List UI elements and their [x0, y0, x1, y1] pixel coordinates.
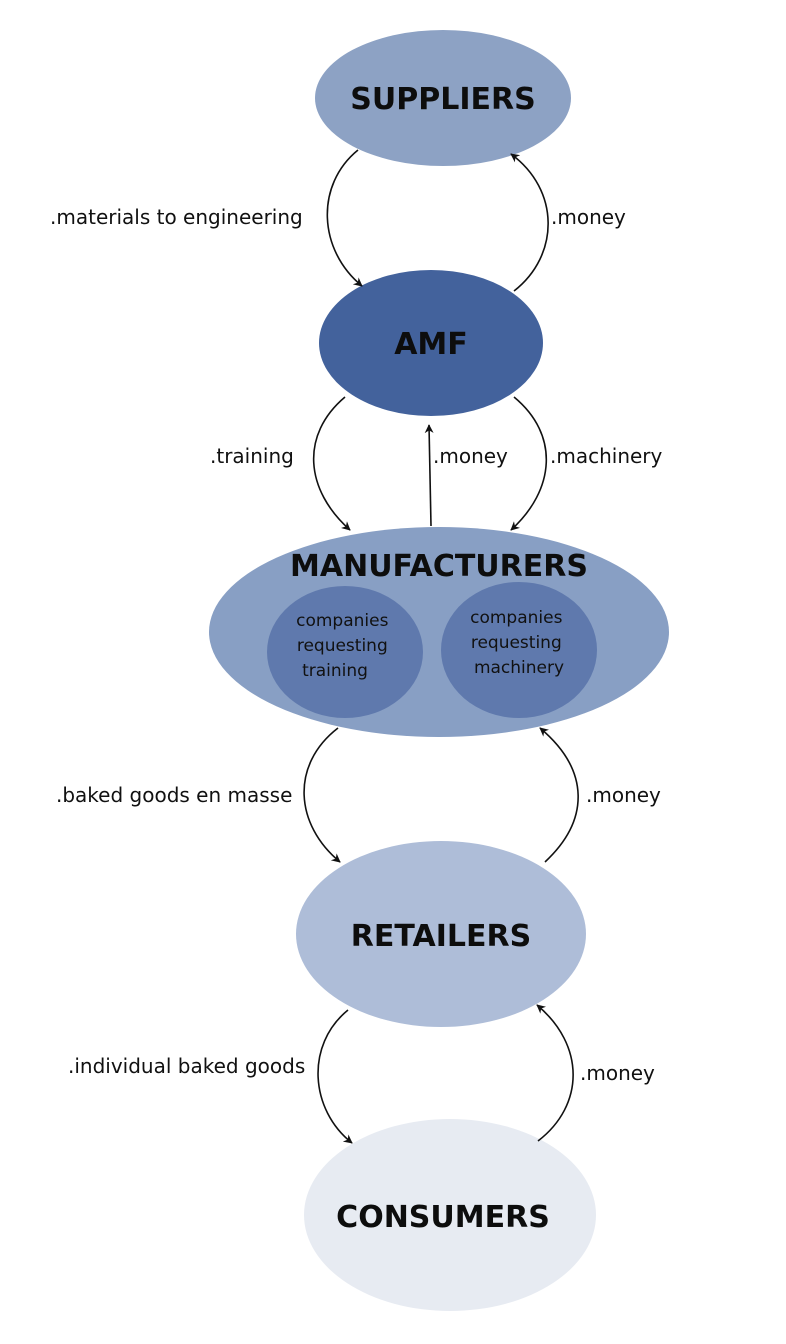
- edge-amf-to-manufacturers-machinery: [510, 396, 548, 531]
- submarket-training-line-3: training: [302, 661, 368, 681]
- edge-amf-to-suppliers: [510, 153, 549, 292]
- suppliers-node: [315, 30, 571, 166]
- submarket-machinery-label: companies requesting machinery: [470, 608, 568, 678]
- edge-manufacturers-to-retailers: [303, 727, 341, 863]
- consumers-label: CONSUMERS: [336, 1200, 550, 1235]
- submarket-training-line-2: requesting: [297, 636, 388, 656]
- edge-label-money-suppliers: .money: [551, 205, 626, 229]
- edge-manufacturers-to-amf: [424, 424, 434, 527]
- edge-amf-to-manufacturers-training: [312, 396, 351, 531]
- edge-label-money-manufacturers: .money: [586, 783, 661, 807]
- consumers-node: [304, 1119, 596, 1311]
- edge-label-machinery: .machinery: [550, 444, 663, 468]
- amf-node: [319, 270, 543, 416]
- submarket-machinery-line-2: requesting: [471, 633, 562, 653]
- edge-consumers-to-retailers: [536, 1004, 574, 1142]
- submarket-machinery-line-3: machinery: [474, 658, 564, 678]
- suppliers-label: SUPPLIERS: [350, 82, 535, 117]
- amf-label: AMF: [394, 327, 468, 362]
- retailers-label: RETAILERS: [351, 919, 531, 954]
- edge-retailers-to-consumers: [317, 1009, 353, 1144]
- manufacturers-label: MANUFACTURERS: [290, 549, 588, 584]
- edge-label-training: .training: [210, 444, 294, 468]
- submarket-machinery-line-1: companies: [470, 608, 562, 628]
- edge-label-money-amf: .money: [433, 444, 508, 468]
- edge-label-materials: .materials to engineering: [50, 205, 303, 229]
- edge-label-money-retailers: .money: [580, 1061, 655, 1085]
- submarket-training-line-1: companies: [296, 611, 388, 631]
- edge-label-individual-baked-goods: .individual baked goods: [68, 1054, 305, 1078]
- submarket-training-label: companies requesting training: [296, 611, 394, 681]
- submarket-training-node: [267, 586, 423, 718]
- edge-label-baked-goods-en-masse: .baked goods en masse: [56, 783, 292, 807]
- edge-retailers-to-manufacturers: [539, 727, 579, 863]
- submarket-machinery-node: [441, 582, 597, 718]
- edge-suppliers-to-amf: [326, 149, 363, 287]
- retailers-node: [296, 841, 586, 1027]
